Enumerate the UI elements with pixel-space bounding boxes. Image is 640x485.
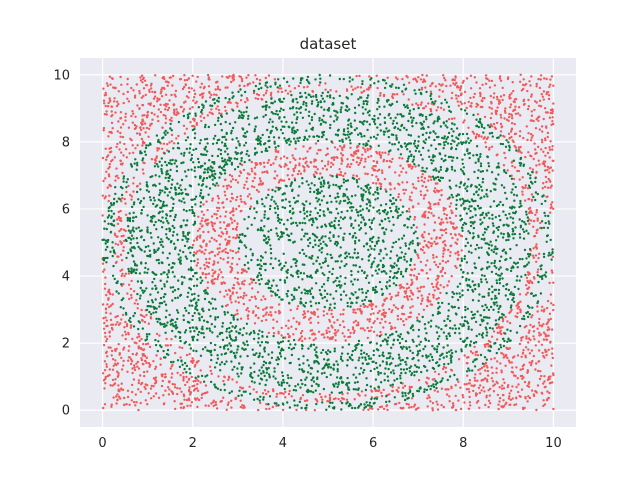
x-tick-label: 6 [369,436,377,451]
y-tick-label: 8 [62,135,70,150]
y-tick-label: 6 [62,202,70,217]
y-tick-label: 4 [62,270,70,285]
x-tick-label: 2 [189,436,197,451]
y-tick-label: 10 [53,68,70,83]
x-tick-label: 10 [545,436,562,451]
x-tick-label: 0 [98,436,106,451]
y-axis-ticks: 0 2 4 6 8 10 [53,68,70,418]
x-tick-label: 4 [279,436,287,451]
green-class-points [101,73,554,411]
chart-title: dataset [300,35,357,53]
x-axis-ticks: 0 2 4 6 8 10 [98,436,561,451]
data-points [101,73,555,412]
y-tick-label: 0 [62,404,70,419]
x-tick-label: 8 [459,436,467,451]
y-tick-label: 2 [62,337,70,352]
red-class-points [101,73,555,412]
